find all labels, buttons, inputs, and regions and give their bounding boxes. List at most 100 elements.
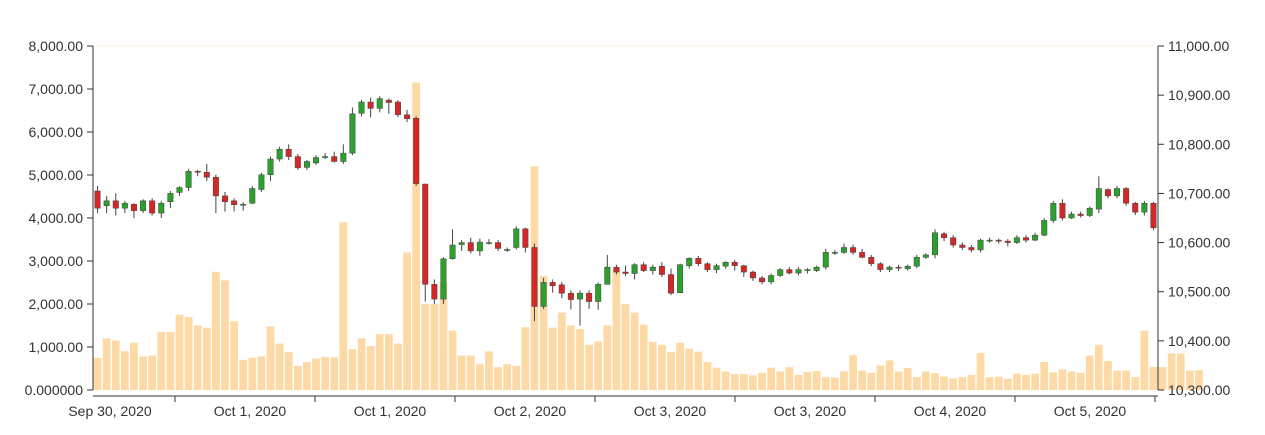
x-tick-label: Oct 2, 2020 xyxy=(494,403,567,419)
volume-bar xyxy=(639,324,648,390)
candle-body xyxy=(740,265,747,273)
volume-bar xyxy=(612,269,621,390)
candle-body xyxy=(868,257,875,264)
candle-body xyxy=(1114,188,1121,197)
candle-body xyxy=(222,195,228,203)
volume-bar xyxy=(557,312,566,390)
candle-body xyxy=(1013,237,1020,243)
volume-bar xyxy=(175,314,184,390)
candle-body xyxy=(895,266,902,269)
volume-bar xyxy=(1013,373,1021,390)
volume-bar xyxy=(830,377,839,390)
volume-bar xyxy=(102,338,111,390)
candle-body xyxy=(722,261,729,267)
volume-bar xyxy=(912,377,921,390)
candle-body xyxy=(1004,240,1011,243)
candle-body xyxy=(886,266,893,270)
volume-bar xyxy=(248,357,257,390)
volume-bar xyxy=(430,304,439,390)
volume-bar xyxy=(1131,377,1140,390)
volume-bar xyxy=(858,370,867,390)
candle-body xyxy=(467,242,474,252)
volume-bar xyxy=(630,312,639,390)
volume-bar xyxy=(730,374,739,390)
volume-bar xyxy=(567,325,575,390)
candle-body xyxy=(249,188,256,204)
volume-bar xyxy=(1176,353,1185,390)
candle-body xyxy=(786,269,793,274)
candle-body xyxy=(103,200,110,206)
x-tick-label: Oct 3, 2020 xyxy=(634,403,707,419)
volume-bar xyxy=(339,222,348,390)
volume-bar xyxy=(821,377,830,390)
candle-body xyxy=(813,266,820,271)
candle-body xyxy=(1150,203,1157,229)
candle-body xyxy=(749,271,756,279)
candle-body xyxy=(476,241,483,252)
volume-bar xyxy=(512,365,521,390)
candle-body xyxy=(404,114,411,119)
volume-bar xyxy=(539,276,548,390)
volume-bar xyxy=(840,371,848,390)
volume-bar xyxy=(1167,353,1176,390)
volume-bar xyxy=(193,325,202,390)
axes: 8,000.00 7,000.00 6,000.00 5,000.00 4,000.00… xyxy=(25,38,1231,419)
volume-bar xyxy=(221,280,229,390)
candle-body xyxy=(313,157,319,164)
candle-body xyxy=(1023,237,1029,241)
candle-body xyxy=(877,263,884,270)
candle-body xyxy=(367,101,374,109)
candle-body xyxy=(331,156,338,162)
candle-body xyxy=(968,247,975,251)
volume-bar xyxy=(648,341,657,390)
candle-body xyxy=(440,258,447,300)
volume-bar xyxy=(739,374,748,390)
volume-bar xyxy=(312,358,320,390)
volume-bar xyxy=(1094,344,1103,390)
candle-body xyxy=(686,258,693,266)
volume-bar xyxy=(394,343,402,390)
candle-body xyxy=(1104,189,1111,197)
volume-bar xyxy=(366,346,375,390)
candle-body xyxy=(932,232,938,256)
volume-bar xyxy=(412,82,421,391)
y-right-tick-label: 10,300.00 xyxy=(1168,382,1230,398)
y-left-tick-label: 3,000.00 xyxy=(29,253,84,269)
volume-bar xyxy=(903,368,912,390)
candle-body xyxy=(185,171,192,188)
volume-bar xyxy=(676,342,684,390)
candle-body xyxy=(959,244,966,248)
candle-body xyxy=(595,284,602,302)
y-right-tick-label: 10,900.00 xyxy=(1168,87,1230,103)
volume-bar xyxy=(521,327,530,390)
volume-bar xyxy=(794,374,803,390)
volume-bar xyxy=(293,365,302,390)
candle-body xyxy=(695,258,702,264)
volume-bar xyxy=(348,349,357,390)
candle-body xyxy=(458,242,465,245)
candle-body xyxy=(558,284,565,294)
candle-body xyxy=(713,265,720,270)
candle-body xyxy=(995,239,1002,242)
candle-body xyxy=(731,261,738,266)
volume-bar xyxy=(812,371,821,390)
volume-bar xyxy=(284,352,293,390)
volume-bar xyxy=(130,342,138,390)
volume-bar xyxy=(548,327,557,390)
candle-body xyxy=(986,239,993,242)
volume-bar xyxy=(721,371,730,390)
candle-body xyxy=(795,269,802,274)
volume-bar xyxy=(776,371,785,390)
volume-bar xyxy=(1122,370,1131,390)
volume-bar xyxy=(976,353,985,390)
volume-bar xyxy=(894,371,903,390)
volume-bar xyxy=(576,328,584,390)
candle-body xyxy=(212,176,219,197)
candle-body xyxy=(649,266,656,271)
volume-bar xyxy=(303,362,311,390)
volume-bar xyxy=(658,344,666,390)
candle-body xyxy=(485,242,492,244)
candle-body xyxy=(668,274,674,294)
candle-body xyxy=(504,249,511,251)
volume-bar xyxy=(1185,370,1194,390)
